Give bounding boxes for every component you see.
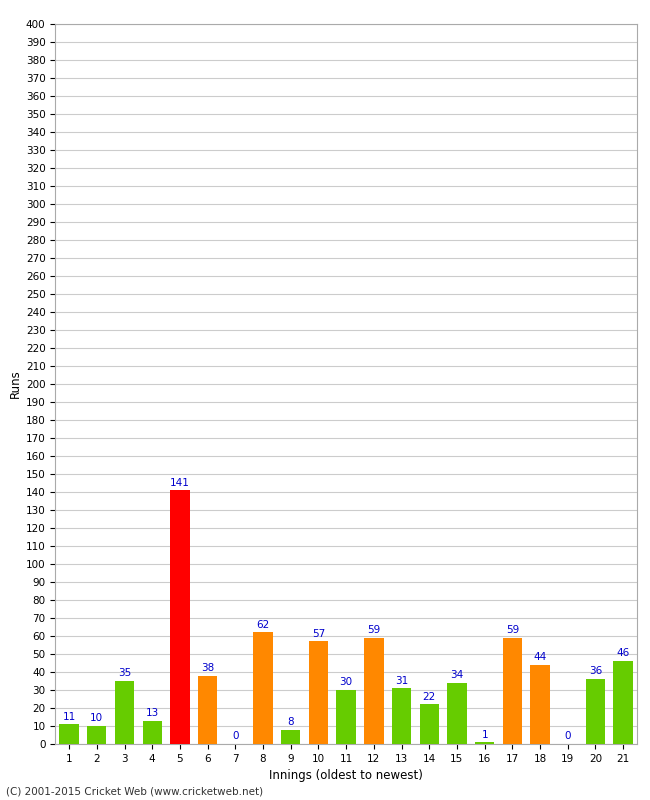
Text: 0: 0 [564, 731, 571, 742]
Bar [115, 681, 134, 744]
Text: 11: 11 [62, 711, 76, 722]
Bar [254, 632, 273, 744]
Bar [364, 638, 384, 744]
Bar [142, 721, 162, 744]
Bar [337, 690, 356, 744]
Bar [59, 724, 79, 744]
Text: 30: 30 [339, 678, 353, 687]
Y-axis label: Runs: Runs [8, 370, 21, 398]
Text: 46: 46 [616, 649, 630, 658]
Text: 35: 35 [118, 668, 131, 678]
Text: 44: 44 [534, 652, 547, 662]
Text: 22: 22 [422, 692, 436, 702]
Text: 57: 57 [312, 629, 325, 638]
Text: 10: 10 [90, 714, 103, 723]
Bar [586, 679, 605, 744]
Bar [170, 490, 190, 744]
Text: 59: 59 [506, 625, 519, 635]
Text: 31: 31 [395, 675, 408, 686]
Text: 13: 13 [146, 708, 159, 718]
Text: (C) 2001-2015 Cricket Web (www.cricketweb.net): (C) 2001-2015 Cricket Web (www.cricketwe… [6, 786, 264, 796]
Text: 38: 38 [201, 663, 214, 673]
Bar [530, 665, 550, 744]
Text: 1: 1 [481, 730, 488, 739]
Text: 8: 8 [287, 717, 294, 727]
Bar [198, 675, 217, 744]
Text: 62: 62 [256, 620, 270, 630]
Bar [419, 704, 439, 744]
Bar [309, 642, 328, 744]
Text: 0: 0 [232, 731, 239, 742]
Bar [475, 742, 495, 744]
Bar [281, 730, 300, 744]
Text: 141: 141 [170, 478, 190, 487]
Bar [87, 726, 107, 744]
Bar [614, 661, 633, 744]
Text: 34: 34 [450, 670, 463, 680]
Bar [392, 688, 411, 744]
Text: 59: 59 [367, 625, 380, 635]
Text: 36: 36 [589, 666, 602, 677]
Bar [502, 638, 522, 744]
Bar [447, 682, 467, 744]
X-axis label: Innings (oldest to newest): Innings (oldest to newest) [269, 770, 423, 782]
